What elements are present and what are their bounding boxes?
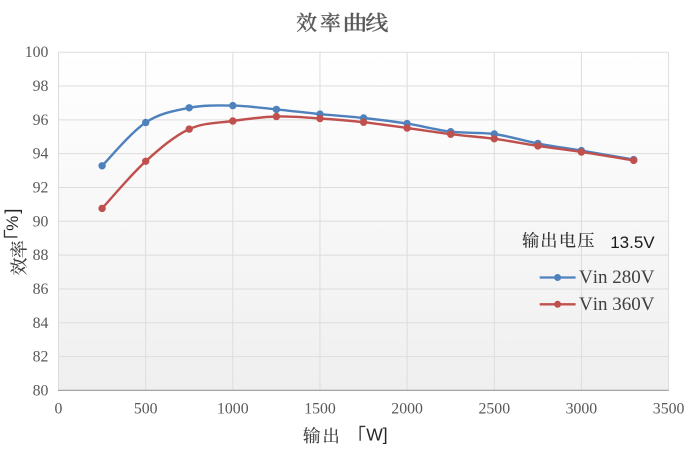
svg-text:90: 90 xyxy=(33,213,49,230)
svg-text:96: 96 xyxy=(33,112,49,129)
svg-text:98: 98 xyxy=(33,78,49,95)
svg-text:80: 80 xyxy=(33,382,49,399)
svg-text:2500: 2500 xyxy=(479,401,511,418)
svg-text:%: % xyxy=(3,216,22,231)
svg-text:W]: W] xyxy=(366,425,387,445)
svg-text:88: 88 xyxy=(33,247,49,264)
svg-text:2000: 2000 xyxy=(391,401,423,418)
svg-text:84: 84 xyxy=(33,315,49,332)
svg-text:1500: 1500 xyxy=(304,401,336,418)
svg-text:1000: 1000 xyxy=(217,401,249,418)
svg-text:0: 0 xyxy=(55,401,63,418)
svg-text:]: ] xyxy=(2,209,22,214)
svg-text:13.5V: 13.5V xyxy=(610,233,655,252)
svg-text:3000: 3000 xyxy=(566,401,598,418)
svg-text:3500: 3500 xyxy=(653,401,685,418)
svg-text:82: 82 xyxy=(33,349,49,366)
svg-text:92: 92 xyxy=(33,180,49,197)
svg-text:86: 86 xyxy=(33,281,49,298)
svg-text:100: 100 xyxy=(25,44,49,61)
svg-text:500: 500 xyxy=(134,401,158,418)
svg-text:94: 94 xyxy=(33,146,49,163)
svg-text:Vin 360V: Vin 360V xyxy=(579,294,655,315)
svg-text:Vin 280V: Vin 280V xyxy=(579,267,655,288)
